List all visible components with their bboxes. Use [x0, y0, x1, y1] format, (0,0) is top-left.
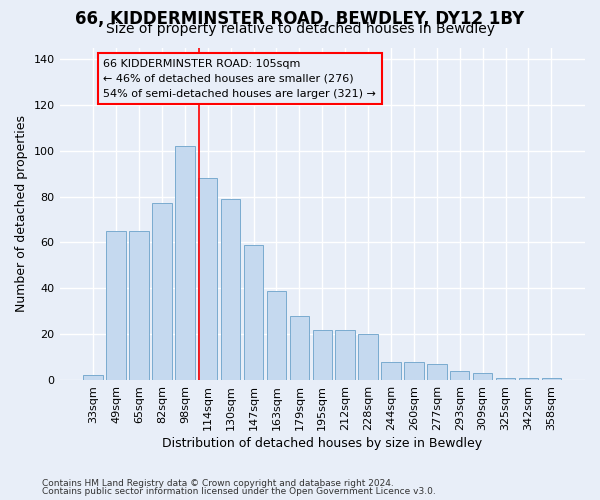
- Bar: [290, 316, 309, 380]
- Bar: [83, 376, 103, 380]
- Bar: [106, 231, 126, 380]
- Bar: [198, 178, 217, 380]
- Bar: [244, 244, 263, 380]
- Bar: [381, 362, 401, 380]
- Text: Size of property relative to detached houses in Bewdley: Size of property relative to detached ho…: [106, 22, 494, 36]
- Bar: [152, 204, 172, 380]
- Bar: [404, 362, 424, 380]
- Bar: [473, 373, 493, 380]
- Text: Contains public sector information licensed under the Open Government Licence v3: Contains public sector information licen…: [42, 487, 436, 496]
- Bar: [427, 364, 446, 380]
- Bar: [313, 330, 332, 380]
- Y-axis label: Number of detached properties: Number of detached properties: [15, 116, 28, 312]
- Bar: [542, 378, 561, 380]
- Bar: [519, 378, 538, 380]
- Bar: [358, 334, 378, 380]
- Bar: [335, 330, 355, 380]
- Bar: [129, 231, 149, 380]
- Bar: [221, 199, 241, 380]
- Bar: [175, 146, 194, 380]
- Bar: [450, 371, 469, 380]
- Text: 66 KIDDERMINSTER ROAD: 105sqm
← 46% of detached houses are smaller (276)
54% of : 66 KIDDERMINSTER ROAD: 105sqm ← 46% of d…: [103, 59, 376, 98]
- Text: 66, KIDDERMINSTER ROAD, BEWDLEY, DY12 1BY: 66, KIDDERMINSTER ROAD, BEWDLEY, DY12 1B…: [76, 10, 524, 28]
- Text: Contains HM Land Registry data © Crown copyright and database right 2024.: Contains HM Land Registry data © Crown c…: [42, 478, 394, 488]
- Bar: [496, 378, 515, 380]
- X-axis label: Distribution of detached houses by size in Bewdley: Distribution of detached houses by size …: [162, 437, 482, 450]
- Bar: [267, 290, 286, 380]
